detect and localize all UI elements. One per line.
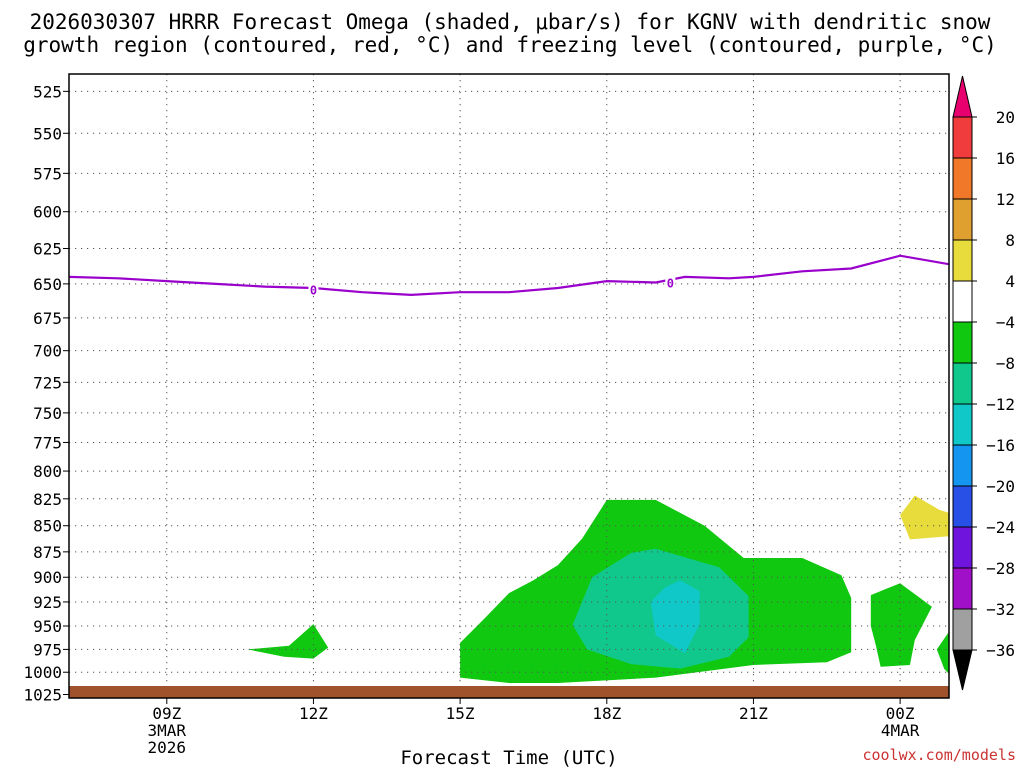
y-tick-label: 650 — [33, 275, 62, 294]
y-tick-label: 800 — [33, 462, 62, 481]
colorbar-tick-label: −16 — [986, 436, 1015, 455]
omega-region — [900, 495, 949, 540]
freezing-label-bg — [665, 275, 676, 289]
y-tick-label: 525 — [33, 82, 62, 101]
chart-title-line-1: 2026030307 HRRR Forecast Omega (shaded, … — [30, 10, 991, 34]
site-credit: coolwx.com/models — [862, 746, 1016, 764]
y-tick-label: 975 — [33, 640, 62, 659]
colorbar-tick-label: −24 — [986, 518, 1015, 537]
y-tick-label: 1025 — [23, 685, 62, 704]
y-tick-label: 950 — [33, 617, 62, 636]
x-tick-date: 4MAR — [881, 721, 920, 740]
colorbar-bin — [952, 157, 973, 200]
y-tick-label: 825 — [33, 490, 62, 509]
colorbar-tick-label: −4 — [996, 313, 1015, 332]
freezing-level-label: 0 — [667, 276, 674, 290]
colorbar-tick-label: −28 — [986, 559, 1015, 578]
y-tick-label: 925 — [33, 593, 62, 612]
colorbar-tick-label: −8 — [996, 354, 1015, 373]
freezing-level-label: 0 — [310, 283, 317, 297]
y-tick-label: 775 — [33, 433, 62, 452]
colorbar-tick-label: 12 — [996, 190, 1015, 209]
y-tick-label: 700 — [33, 342, 62, 361]
omega-shading — [247, 495, 949, 683]
y-tick-label: 750 — [33, 404, 62, 423]
y-tick-label: 675 — [33, 309, 62, 328]
omega-colorbar: 20 16 12 8 4 −4 −8 −12 −16 −20 −24 −28 −32 −36 — [952, 75, 1015, 691]
colorbar-bottom-arrow — [952, 649, 973, 691]
y-tick-label: 550 — [33, 124, 62, 143]
y-tick-label: 1000 — [23, 663, 62, 682]
colorbar-tick-label: −32 — [986, 600, 1015, 619]
y-tick-label: 850 — [33, 517, 62, 536]
colorbar-bin — [952, 526, 973, 569]
x-tick-label: 18Z — [592, 704, 621, 723]
colorbar-bin — [952, 608, 973, 651]
x-tick-label: 09Z — [152, 704, 181, 723]
x-tick-label: 00Z — [886, 704, 915, 723]
colorbar-tick-label: −36 — [986, 641, 1015, 660]
colorbar-bin — [952, 280, 973, 323]
colorbar-bin — [952, 198, 973, 241]
chart-title-line-2: growth region (contoured, red, °C) and f… — [23, 33, 997, 57]
colorbar-bin — [952, 239, 973, 282]
y-axis-ticks: 525 550 575 600 625 650 675 700 725 750 775 800 825 8… — [23, 82, 69, 704]
colorbar-top-arrow — [952, 75, 973, 118]
freezing-level-line — [69, 254, 949, 297]
y-tick-label: 625 — [33, 240, 62, 259]
x-tick-label: 21Z — [739, 704, 768, 723]
y-tick-label: 875 — [33, 543, 62, 562]
y-tick-label: 600 — [33, 203, 62, 222]
colorbar-tick-label: −12 — [986, 395, 1015, 414]
omega-region — [936, 631, 949, 674]
colorbar-bin — [952, 362, 973, 405]
x-axis-label: Forecast Time (UTC) — [400, 747, 617, 768]
colorbar-tick-label: 4 — [1005, 272, 1015, 291]
omega-region — [870, 583, 932, 667]
y-tick-label: 575 — [33, 164, 62, 183]
x-tick-label: 12Z — [299, 704, 328, 723]
x-tick-year: 2026 — [148, 738, 187, 757]
colorbar-bin — [952, 567, 973, 610]
omega-region — [247, 624, 329, 659]
y-tick-label: 725 — [33, 373, 62, 392]
colorbar-tick-label: 8 — [1005, 231, 1015, 250]
ground-strip — [69, 686, 949, 698]
colorbar-bin — [952, 403, 973, 446]
colorbar-bin — [952, 485, 973, 528]
plot-frame — [68, 73, 950, 699]
colorbar-tick-label: 16 — [996, 149, 1015, 168]
freezing-label-bg — [308, 282, 319, 296]
ground-surface — [69, 686, 949, 698]
colorbar-tick-label: 20 — [996, 108, 1015, 127]
colorbar-bin — [952, 444, 973, 487]
x-tick-label: 15Z — [446, 704, 475, 723]
colorbar-bin — [952, 116, 973, 159]
colorbar-bin — [952, 321, 973, 364]
colorbar-tick-label: −20 — [986, 477, 1015, 496]
y-tick-label: 900 — [33, 568, 62, 587]
grid-lines — [69, 74, 949, 698]
omega-region — [650, 580, 700, 654]
x-tick-date: 3MAR — [148, 721, 187, 740]
